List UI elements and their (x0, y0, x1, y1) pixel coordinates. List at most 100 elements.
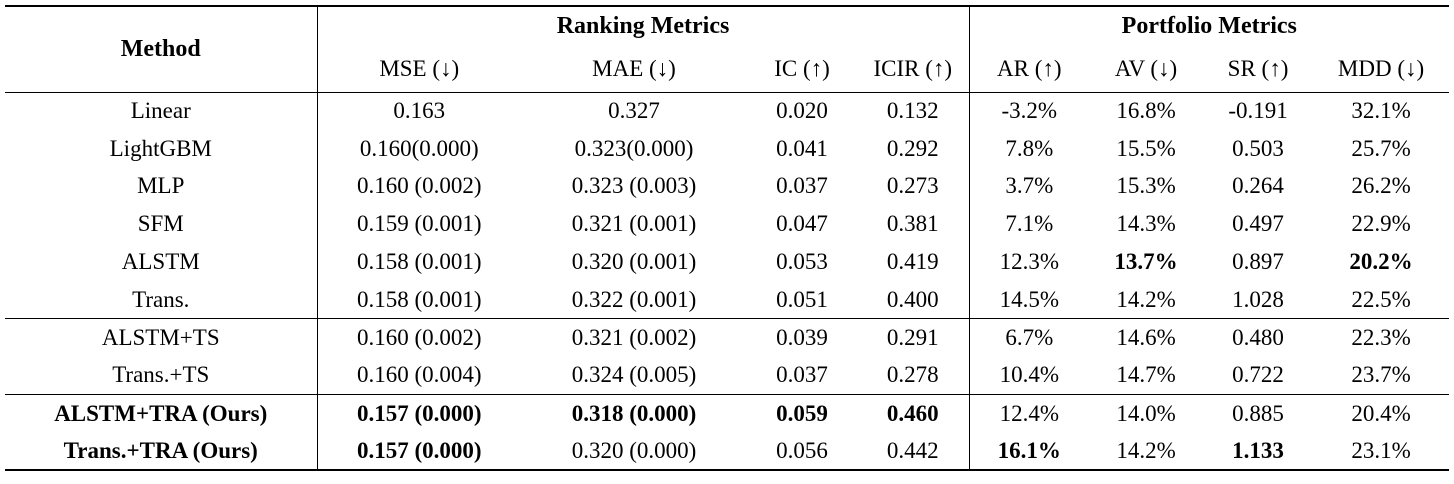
table-cell-best: 1.133 (1232, 437, 1284, 463)
table-cell: 23.7% (1351, 362, 1411, 388)
method-cell: Trans. (132, 286, 190, 312)
table-cell: 0.160 (0.002) (316, 167, 521, 206)
table-cell: 0.041 (776, 135, 828, 161)
table-cell: 12.4% (968, 393, 1090, 433)
table-cell: 0.056 (776, 437, 828, 463)
table-cell: 0.158 (0.001) (316, 280, 521, 319)
table-cell: 0.480 (1203, 318, 1314, 357)
table-cell: 0.323 (0.003) (571, 173, 697, 199)
table-cell: 7.8% (968, 129, 1090, 168)
table-cell-best: 13.7% (1114, 249, 1178, 275)
table-cell: 14.6% (1089, 318, 1204, 357)
table-cell: 0.321 (0.002) (521, 318, 747, 357)
table-cell: 14.2% (1116, 286, 1176, 312)
table-cell-best: 16.1% (968, 432, 1090, 470)
table-cell: 0.020 (747, 91, 857, 130)
col-header-mdd: MDD (↓) (1337, 55, 1425, 81)
method-cell: SFM (137, 211, 184, 237)
table-cell: 0.163 (316, 91, 521, 130)
table-row: MLP 0.160 (0.002) 0.323 (0.003) 0.037 0.… (5, 167, 1449, 206)
table-cell: 0.442 (886, 437, 939, 463)
ranking-metrics-header: Ranking Metrics (316, 6, 970, 46)
table-cell-best: 0.059 (747, 393, 857, 433)
table-row: ALSTM+TS 0.160 (0.002) 0.321 (0.002) 0.0… (5, 318, 1450, 357)
table-row: ALSTM+TRA (Ours) 0.157 (0.000) 0.318 (0.… (5, 393, 1450, 433)
method-cell: ALSTM+TS (5, 318, 317, 357)
table-cell: 0.897 (1232, 249, 1284, 275)
table-cell: 0.160(0.000) (316, 129, 521, 168)
method-cell: Trans.+TRA (Ours) (63, 437, 258, 463)
table-cell: 0.037 (776, 173, 828, 199)
method-cell: Linear (5, 91, 317, 130)
table-cell: 0.132 (857, 91, 970, 130)
table-cell: 14.2% (1116, 437, 1176, 463)
table-cell: 0.160 (0.004) (316, 356, 521, 395)
portfolio-metrics-header: Portfolio Metrics (968, 6, 1450, 46)
table-cell: 26.2% (1351, 173, 1411, 199)
table-cell-best: 0.318 (0.000) (521, 393, 747, 433)
table-cell-best: 0.460 (857, 393, 970, 433)
table-cell: 0.273 (886, 173, 939, 199)
table-cell: 0.292 (886, 135, 939, 161)
table-cell: 0.159 (0.001) (316, 205, 521, 244)
table-cell: 10.4% (968, 356, 1090, 395)
table-cell: 0.503 (1232, 135, 1284, 161)
table-cell: 0.419 (886, 249, 939, 275)
col-header-ar: AR (↑) (968, 46, 1090, 92)
table-cell: 32.1% (1313, 91, 1450, 130)
table-cell-best: 0.157 (0.000) (316, 393, 521, 433)
table-cell: 0.037 (776, 362, 828, 388)
table-cell: -3.2% (968, 91, 1090, 130)
col-header-av: AV (↓) (1114, 55, 1178, 81)
method-cell: MLP (137, 173, 185, 199)
table-cell: 22.5% (1351, 286, 1411, 312)
table-cell: 14.3% (1116, 211, 1176, 237)
table-cell: 20.4% (1313, 393, 1450, 433)
table-cell: 3.7% (968, 167, 1090, 206)
col-header-sr: SR (↑) (1227, 55, 1289, 81)
table-cell: 14.5% (968, 280, 1090, 319)
table-cell: 12.3% (968, 243, 1090, 281)
table-row: SFM 0.159 (0.001) 0.321 (0.001) 0.047 0.… (5, 205, 1449, 244)
table-cell: 6.7% (968, 318, 1090, 357)
table-cell: 0.320 (0.000) (571, 437, 697, 463)
results-table: Method Ranking Metrics Portfolio Metrics… (5, 5, 1450, 471)
table-cell: 0.320 (0.001) (571, 249, 697, 275)
table-cell: 0.291 (857, 318, 970, 357)
col-header-mae: MAE (↓) (592, 55, 676, 81)
table-cell: -0.191 (1203, 91, 1314, 130)
header-row-columns: MSE (↓) MAE (↓) IC (↑) ICIR (↑) AR (↑) A… (5, 46, 1449, 92)
table-cell: 14.0% (1089, 393, 1204, 433)
method-cell: LightGBM (109, 135, 212, 161)
table-cell: 0.722 (1232, 362, 1284, 388)
table-cell: 0.497 (1232, 211, 1284, 237)
method-header: Method (120, 35, 201, 62)
table-cell: 23.1% (1351, 437, 1411, 463)
table-cell: 22.3% (1313, 318, 1450, 357)
table-cell: 0.885 (1203, 393, 1314, 433)
method-cell: Trans.+TS (112, 362, 210, 388)
table-cell: 15.3% (1116, 173, 1176, 199)
table-row: LightGBM 0.160(0.000) 0.323(0.000) 0.041… (5, 129, 1449, 168)
table-cell: 7.1% (968, 205, 1090, 244)
table-row: Linear 0.163 0.327 0.020 0.132 -3.2% 16.… (5, 91, 1450, 130)
table-cell: 0.264 (1232, 173, 1284, 199)
table-cell-best: 20.2% (1349, 249, 1413, 275)
col-header-mse: MSE (↓) (316, 46, 521, 92)
table-row: Trans. 0.158 (0.001) 0.322 (0.001) 0.051… (5, 280, 1449, 319)
table-cell: 16.8% (1089, 91, 1204, 130)
table-cell: 15.5% (1116, 135, 1176, 161)
table-cell: 0.323(0.000) (574, 135, 694, 161)
table-row: Trans.+TRA (Ours) 0.157 (0.000) 0.320 (0… (5, 432, 1450, 470)
method-cell: ALSTM (121, 249, 200, 275)
table-row: Trans.+TS 0.160 (0.004) 0.324 (0.005) 0.… (5, 356, 1449, 395)
table-cell: 1.028 (1232, 286, 1284, 312)
table-row: ALSTM 0.158 (0.001) 0.320 (0.001) 0.053 … (5, 243, 1449, 281)
table-cell: 14.7% (1116, 362, 1176, 388)
table-cell: 0.039 (747, 318, 857, 357)
table-cell: 0.400 (886, 286, 939, 312)
table-cell: 22.9% (1351, 211, 1411, 237)
table-cell: 0.327 (521, 91, 747, 130)
col-header-icir: ICIR (↑) (873, 55, 953, 81)
table-cell: 0.324 (0.005) (571, 362, 697, 388)
